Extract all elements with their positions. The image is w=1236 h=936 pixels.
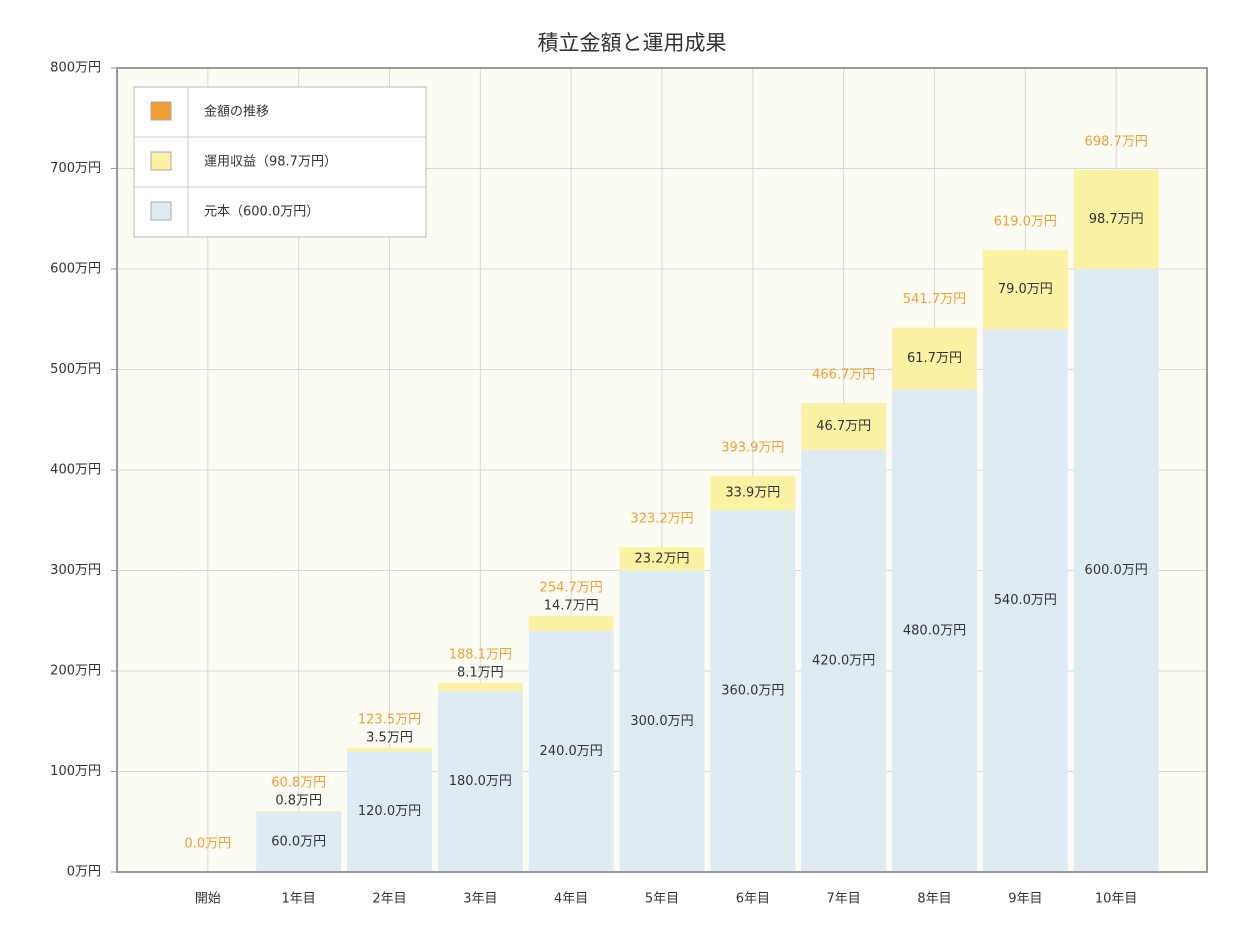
yield-label: 98.7万円 [1089,212,1144,227]
principal-bar [619,570,705,872]
legend-box [133,86,427,238]
y-tick-label: 200万円 [50,664,101,679]
y-tick-label: 500万円 [50,362,101,377]
y-tick-label: 600万円 [50,262,101,277]
principal-bar [347,751,432,872]
x-tick-label: 開始 [195,892,221,907]
total-label: 60.8万円 [271,775,326,790]
yield-label: 14.7万円 [544,599,599,614]
total-label: 123.5万円 [358,712,421,727]
yield-label: 46.7万円 [816,419,871,434]
principal-label: 120.0万円 [358,804,421,819]
y-tick-label: 100万円 [50,764,101,779]
y-tick-label: 800万円 [50,61,101,76]
total-label: 254.7万円 [540,581,603,596]
total-label: 188.1万円 [449,647,512,662]
y-tick-label: 400万円 [50,463,101,478]
principal-bar [892,389,977,872]
x-tick-label: 1年目 [282,892,316,907]
yield-bar [619,547,705,571]
yield-label: 8.1万円 [457,665,504,680]
principal-label: 600.0万円 [1085,563,1148,578]
y-tick-label: 0万円 [67,865,101,880]
yield-label: 33.9万円 [725,486,780,501]
principal-label: 420.0万円 [812,653,875,668]
legend-label: 金額の推移 [204,104,269,120]
yield-label: 61.7万円 [907,351,962,366]
principal-label: 180.0万円 [449,774,512,789]
x-tick-label: 4年目 [554,892,588,907]
principal-bar [710,510,796,872]
principal-bar [982,329,1068,872]
plot-border [116,67,1208,873]
principal-label: 60.0万円 [271,834,326,849]
y-tick-label: 300万円 [50,563,101,578]
legend-label: 元本（600.0万円） [204,205,319,220]
principal-label: 480.0万円 [903,623,966,638]
legend-swatch [150,151,172,171]
yield-label: 0.8万円 [275,793,322,808]
total-label: 323.2万円 [630,512,693,527]
x-tick-label: 7年目 [827,892,861,907]
yield-bar [256,810,342,812]
principal-bar [801,449,887,872]
principal-bar [437,691,523,872]
total-label: 541.7万円 [903,292,966,307]
yield-bar [982,249,1068,330]
principal-label: 360.0万円 [721,684,784,699]
total-label: 466.7万円 [812,367,875,382]
yield-bar [801,402,887,450]
yield-bar [710,476,796,511]
legend-swatch [150,201,172,221]
legend-label: 運用収益（98.7万円） [204,155,337,170]
x-tick-label: 2年目 [372,892,406,907]
total-label: 0.0万円 [184,837,231,852]
x-tick-label: 9年目 [1008,892,1042,907]
total-label: 619.0万円 [994,214,1057,229]
x-tick-label: 5年目 [645,892,679,907]
x-tick-label: 6年目 [736,892,770,907]
yield-bar [347,747,432,752]
yield-bar [528,616,614,631]
principal-bar [528,630,614,872]
legend-swatch [150,101,172,121]
yield-label: 3.5万円 [366,730,413,745]
principal-label: 240.0万円 [540,744,603,759]
x-tick-label: 10年目 [1095,892,1138,907]
principal-label: 540.0万円 [994,593,1057,608]
principal-bar [256,811,342,872]
yield-label: 79.0万円 [998,282,1053,297]
total-label: 393.9万円 [721,441,784,456]
yield-label: 23.2万円 [635,551,690,566]
chart-title: 積立金額と運用成果 [538,31,727,55]
yield-bar [437,682,523,692]
principal-label: 300.0万円 [630,714,693,729]
total-label: 698.7万円 [1085,134,1148,149]
x-tick-label: 3年目 [463,892,497,907]
principal-bar [1073,269,1159,872]
x-tick-label: 8年目 [917,892,951,907]
yield-bar [892,327,977,390]
yield-bar [1073,169,1159,269]
y-tick-label: 700万円 [50,161,101,176]
